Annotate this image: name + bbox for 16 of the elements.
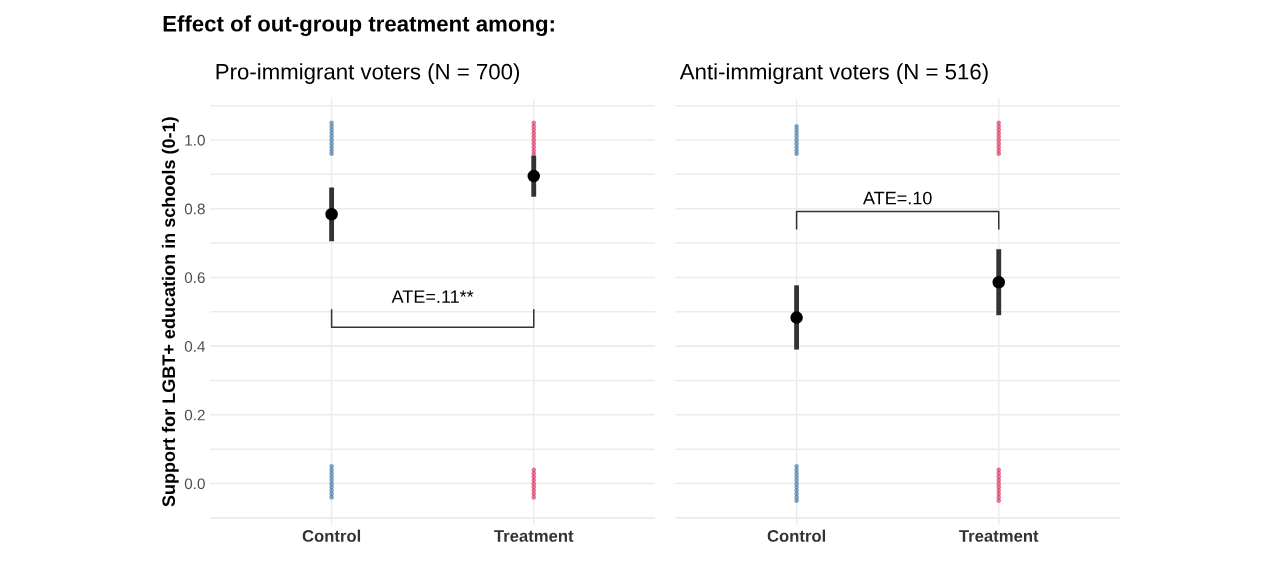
y-tick-label: 1.0 [185,134,205,146]
y-tick-label: 0.2 [184,409,205,421]
y-tick-label: 0.0 [184,478,205,490]
y-tick-label: 0.6 [184,272,205,284]
x-tick-label: Control [767,529,826,542]
x-tick-label: Control [302,529,361,542]
text: Effect of out-group treatment among: [163,15,554,37]
x-tick-label: Treatment [494,530,574,542]
y-axis-title: Support for LGBT+ education in schools (0-1) [161,117,179,507]
chart-title: Anti-immigrant voters (N = 516) [679,63,988,84]
chart-title: Pro-immigrant voters (N = 700) [216,63,520,84]
annotation: ATE=.10 [862,191,932,205]
y-tick-label: 0.8 [184,203,205,215]
x-tick-label: Treatment [959,530,1039,542]
annotation: ATE=.11** [391,290,474,303]
y-tick-label: 0.4 [184,340,206,352]
